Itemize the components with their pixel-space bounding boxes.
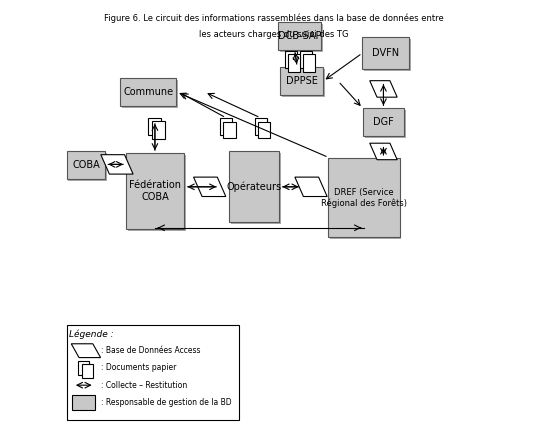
Text: les acteurs charges du suivi des TG: les acteurs charges du suivi des TG bbox=[199, 30, 348, 39]
FancyBboxPatch shape bbox=[365, 110, 406, 138]
Text: DREF (Service
Régional des Forêts): DREF (Service Régional des Forêts) bbox=[321, 187, 407, 207]
Text: DVFN: DVFN bbox=[372, 48, 399, 58]
FancyBboxPatch shape bbox=[363, 108, 404, 136]
FancyBboxPatch shape bbox=[300, 51, 312, 68]
FancyBboxPatch shape bbox=[303, 54, 315, 72]
FancyBboxPatch shape bbox=[362, 37, 409, 69]
FancyBboxPatch shape bbox=[72, 395, 95, 410]
FancyBboxPatch shape bbox=[329, 158, 400, 237]
FancyBboxPatch shape bbox=[254, 118, 266, 135]
FancyBboxPatch shape bbox=[152, 121, 165, 138]
FancyBboxPatch shape bbox=[364, 39, 411, 71]
FancyBboxPatch shape bbox=[67, 151, 106, 179]
Text: Légende :: Légende : bbox=[69, 329, 113, 339]
Text: : Responsable de gestion de la BD: : Responsable de gestion de la BD bbox=[101, 398, 231, 407]
Polygon shape bbox=[295, 177, 327, 197]
Polygon shape bbox=[71, 344, 101, 358]
FancyBboxPatch shape bbox=[67, 325, 239, 420]
Text: Fédération
COBA: Fédération COBA bbox=[129, 180, 181, 202]
Text: DCB-SAP: DCB-SAP bbox=[278, 31, 321, 41]
Polygon shape bbox=[194, 177, 226, 197]
Text: DPPSE: DPPSE bbox=[286, 76, 317, 86]
FancyBboxPatch shape bbox=[224, 122, 236, 138]
Text: : Base de Données Access: : Base de Données Access bbox=[101, 346, 201, 355]
Polygon shape bbox=[370, 143, 397, 160]
Text: COBA: COBA bbox=[72, 160, 100, 170]
FancyBboxPatch shape bbox=[82, 365, 92, 378]
FancyBboxPatch shape bbox=[330, 159, 401, 239]
Text: Commune: Commune bbox=[124, 87, 173, 97]
FancyBboxPatch shape bbox=[127, 155, 186, 230]
FancyBboxPatch shape bbox=[282, 69, 325, 97]
FancyBboxPatch shape bbox=[258, 122, 270, 138]
FancyBboxPatch shape bbox=[231, 153, 281, 224]
Polygon shape bbox=[370, 81, 397, 97]
FancyBboxPatch shape bbox=[229, 151, 279, 222]
FancyBboxPatch shape bbox=[122, 80, 178, 108]
FancyBboxPatch shape bbox=[288, 54, 300, 72]
FancyBboxPatch shape bbox=[220, 118, 232, 135]
FancyBboxPatch shape bbox=[126, 153, 184, 229]
FancyBboxPatch shape bbox=[284, 51, 297, 68]
FancyBboxPatch shape bbox=[278, 22, 321, 50]
Text: Opérateurs: Opérateurs bbox=[226, 181, 282, 192]
Polygon shape bbox=[101, 155, 133, 174]
FancyBboxPatch shape bbox=[120, 78, 177, 106]
FancyBboxPatch shape bbox=[280, 67, 323, 95]
Text: Figure 6. Le circuit des informations rassemblées dans la base de données entre: Figure 6. Le circuit des informations ra… bbox=[103, 13, 444, 23]
FancyBboxPatch shape bbox=[280, 23, 323, 52]
Text: : Documents papier: : Documents papier bbox=[101, 363, 176, 372]
FancyBboxPatch shape bbox=[78, 361, 89, 375]
Text: DGF: DGF bbox=[373, 117, 394, 127]
Text: : Collecte – Restitution: : Collecte – Restitution bbox=[101, 381, 187, 390]
FancyBboxPatch shape bbox=[148, 118, 161, 135]
FancyBboxPatch shape bbox=[68, 153, 107, 181]
